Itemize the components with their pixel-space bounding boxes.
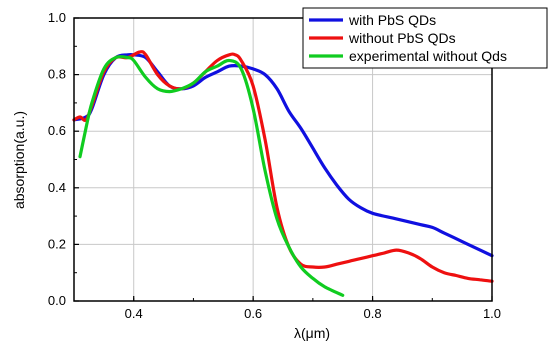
legend-label-3: experimental without Qds	[349, 48, 507, 64]
series-line-1	[72, 52, 494, 258]
legend-label-1: with PbS QDs	[348, 12, 436, 28]
y-tick-label: 0.0	[48, 293, 66, 308]
y-tick-label: 1.0	[48, 10, 66, 25]
y-tick-label: 0.4	[48, 180, 66, 195]
x-tick-label: 1.0	[483, 306, 501, 321]
series-line-2	[72, 50, 494, 283]
y-tick-label: 0.2	[48, 236, 66, 251]
x-tick-label: 0.8	[364, 306, 382, 321]
y-tick-label: 0.6	[48, 123, 66, 138]
y-tick-label: 0.8	[48, 67, 66, 82]
x-tick-label: 0.4	[125, 306, 143, 321]
x-tick-label: 0.6	[244, 306, 262, 321]
legend-label-2: without PbS QDs	[348, 30, 456, 46]
series-line-3	[78, 55, 345, 297]
axis-ticks: 0.4 0.6 0.8 1.0 0.0 0.2 0.4 0.6 0.8 1.0	[48, 10, 501, 321]
legend-box	[302, 7, 548, 69]
legend: with PbS QDs without PbS QDs experimental …	[302, 7, 548, 69]
series-lines	[72, 50, 494, 297]
y-axis-label: absorption(a.u.)	[11, 111, 27, 209]
x-axis-label: λ(μm)	[294, 325, 330, 341]
